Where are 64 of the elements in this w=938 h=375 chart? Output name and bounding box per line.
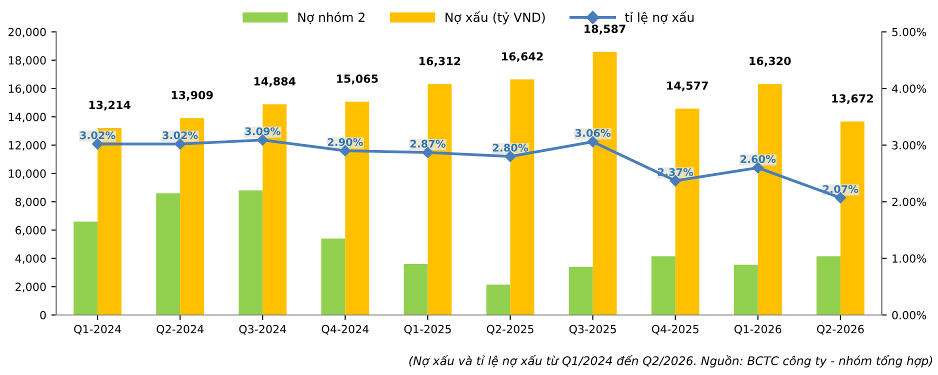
y-tick-label: 16,000 <box>8 84 46 94</box>
data-label: 13,214 <box>89 100 130 111</box>
bar <box>568 266 593 315</box>
data-label: 18,587 <box>584 24 626 34</box>
data-label: 3.06% <box>575 129 611 137</box>
x-tick-label: Q1-2024 <box>74 324 121 335</box>
legend-label: Nợ xấu (tỷ VND) <box>446 11 545 24</box>
bar <box>404 264 428 315</box>
bar <box>156 193 180 315</box>
point <box>587 136 598 148</box>
point <box>834 192 846 204</box>
x-tick-label: Q4-2025 <box>652 324 698 335</box>
y2-tick-label: 4.00% <box>892 84 926 93</box>
point <box>340 145 351 156</box>
y-tick-label: 20,000 <box>8 28 46 38</box>
y-tick-label: 14,000 <box>8 112 46 122</box>
data-label: 2.87% <box>410 140 446 148</box>
data-label: 16,642 <box>502 52 543 62</box>
y-tick-label: 6,000 <box>16 226 46 236</box>
bar <box>734 264 758 315</box>
data-label: 3.02% <box>162 131 198 140</box>
bar <box>321 238 346 315</box>
x-tick-label: Q1-2026 <box>734 324 782 335</box>
point <box>752 162 764 174</box>
data-label: 14,577 <box>667 82 708 92</box>
y-tick-label: 4,000 <box>15 254 46 264</box>
y2-tick-label: 5.00% <box>892 28 926 36</box>
bar <box>238 190 263 315</box>
data-label: 15,065 <box>336 74 378 84</box>
x-tick-label: Q2-2024 <box>156 324 204 335</box>
data-label: 14,884 <box>254 77 296 87</box>
bar <box>651 256 676 315</box>
data-label: 3.02% <box>80 131 116 140</box>
data-label: 3.09% <box>245 127 280 136</box>
x-tick-label: Q3-2025 <box>569 324 616 335</box>
y2-tick-label: 1.00% <box>892 254 926 263</box>
data-label: 2.60% <box>740 155 776 163</box>
y-tick-label: 18,000 <box>8 56 46 66</box>
x-tick-label: Q1-2025 <box>404 324 451 335</box>
y2-tick-label: 3.00% <box>892 141 926 150</box>
data-label: 16,312 <box>420 56 460 67</box>
data-label: 16,320 <box>750 56 791 67</box>
data-label: 13,672 <box>832 94 873 104</box>
data-label: 2.80% <box>493 144 528 152</box>
y-tick-label: 12,000 <box>8 141 46 151</box>
point <box>670 175 681 186</box>
y-tick-label: 10,000 <box>8 169 46 179</box>
bar <box>816 256 840 315</box>
data-label: 2.90% <box>328 138 363 146</box>
bar <box>74 222 98 315</box>
legend-label: Nợ nhóm 2 <box>298 12 364 24</box>
data-label: 13,909 <box>172 90 213 101</box>
y2-tick-label: 0.00% <box>892 310 926 320</box>
text: (Nợ xấu và tỉ lệ nợ xấu từ Q1/2024 đến Q2/2026. Nguồn: BCTC công ty - nhóm tổng hợp) <box>409 354 932 368</box>
y-tick-label: 2,000 <box>16 282 46 292</box>
x-tick-label: Q4-2024 <box>322 324 369 335</box>
y-tick-label: 0 <box>40 310 46 320</box>
bar <box>486 284 510 315</box>
x-tick-label: Q2-2026 <box>817 324 864 335</box>
x-tick-label: Q2-2025 <box>486 324 534 335</box>
y-tick-label: 8,000 <box>16 198 46 208</box>
y2-tick-label: 2.00% <box>892 198 926 206</box>
legend-label: tỉ lệ nợ xấu <box>624 11 694 24</box>
x-tick-label: Q3-2024 <box>239 324 286 335</box>
